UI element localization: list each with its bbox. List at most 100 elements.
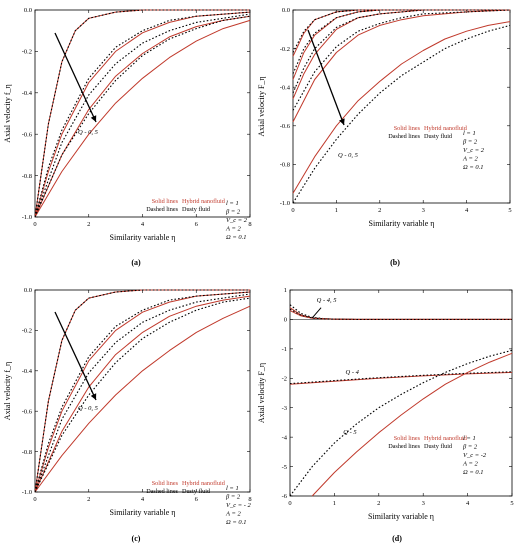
y-tick-label: -1 bbox=[282, 346, 287, 353]
x-tick-label: 2 bbox=[378, 207, 381, 214]
x-tick-label: 0 bbox=[288, 500, 291, 507]
series-line-solid bbox=[292, 9, 510, 99]
series-line-solid bbox=[34, 305, 251, 493]
x-axis-label: Similarity variable η bbox=[368, 512, 434, 521]
legend-dashed-desc: Dusty fluid bbox=[182, 488, 211, 495]
param-label: A = 2 bbox=[225, 226, 241, 233]
legend-solid-label: Solid lines bbox=[394, 435, 421, 442]
x-tick-label: 6 bbox=[195, 496, 199, 503]
param-label: Ω = 0.1 bbox=[226, 234, 246, 241]
param-label: V_c = 2 bbox=[463, 147, 485, 154]
series-line-solid bbox=[34, 11, 251, 218]
param-label: A = 2 bbox=[462, 461, 478, 468]
legend-dashed-label: Dashed lines bbox=[146, 488, 178, 495]
legend-solid-label: Solid lines bbox=[152, 198, 179, 205]
x-tick-label: 2 bbox=[377, 500, 380, 507]
series-line-solid bbox=[289, 371, 513, 385]
y-tick-label: -0.6 bbox=[22, 408, 33, 415]
x-tick-label: 2 bbox=[87, 221, 90, 228]
series-line-dashed bbox=[34, 293, 251, 493]
x-tick-label: 0 bbox=[291, 207, 294, 214]
x-tick-label: 4 bbox=[141, 496, 145, 503]
x-tick-label: 5 bbox=[510, 500, 513, 507]
q-annotation: Q - 0, 5 bbox=[78, 129, 99, 136]
x-tick-label: 0 bbox=[33, 496, 36, 503]
y-tick-label: 0.0 bbox=[24, 7, 32, 14]
panel-label: (d) bbox=[392, 534, 402, 543]
series-line-dashed bbox=[34, 13, 251, 218]
legend-dashed-desc: Dusty fluid bbox=[424, 133, 453, 140]
series-line-dashed bbox=[292, 9, 510, 94]
x-tick-label: 4 bbox=[141, 221, 145, 228]
param-label: l = 1 bbox=[226, 200, 239, 207]
y-tick-label: -5 bbox=[282, 464, 287, 471]
param-label: β = 2 bbox=[462, 139, 478, 146]
plot-frame bbox=[292, 9, 511, 204]
x-tick-label: 0 bbox=[33, 221, 36, 228]
param-label: Ω = 0.1 bbox=[463, 164, 483, 171]
series-line-dashed bbox=[292, 9, 510, 74]
legend-dashed-label: Dashed lines bbox=[146, 206, 178, 213]
plot-frame bbox=[34, 9, 251, 218]
series-line-dashed bbox=[289, 371, 513, 385]
y-tick-label: -0.6 bbox=[22, 131, 33, 138]
param-label: l = 1 bbox=[226, 485, 239, 492]
param-label: V_c = 2 bbox=[226, 217, 248, 224]
legend-solid-desc: Hybrid nanofluid bbox=[424, 435, 468, 442]
legend-solid-label: Solid lines bbox=[394, 125, 421, 132]
series-line-solid bbox=[34, 9, 250, 218]
panel-b: 0 1 2 3 4 5 0.0 -0.2 -0.4 -0.6 -0.8 -1.0 Similarity … bbox=[257, 7, 512, 267]
q-annotation: Q - 5 bbox=[343, 429, 357, 436]
y-tick-label: -0.2 bbox=[22, 49, 32, 56]
panel-label: (b) bbox=[390, 258, 400, 267]
arrow-head bbox=[90, 393, 97, 400]
legend-dashed-desc: Dusty fluid bbox=[424, 443, 453, 450]
series-line-solid bbox=[34, 15, 251, 218]
x-tick-label: 4 bbox=[465, 207, 469, 214]
q-annotation: Q - 0, 5 bbox=[338, 152, 359, 159]
plot-frame bbox=[289, 289, 513, 497]
y-tick-label: -1.0 bbox=[280, 200, 290, 207]
y-axis-label: Axial velocity F_η bbox=[257, 363, 266, 423]
param-label: Ω = 0.1 bbox=[463, 469, 483, 476]
x-tick-label: 5 bbox=[508, 207, 511, 214]
arrow-head bbox=[339, 118, 345, 125]
series-line-dashed bbox=[34, 289, 250, 493]
y-tick-label: 0 bbox=[284, 317, 287, 324]
y-tick-label: -0.4 bbox=[22, 90, 33, 97]
y-tick-label: -6 bbox=[282, 493, 288, 500]
series-line-dashed bbox=[289, 304, 512, 320]
series-line-solid bbox=[289, 307, 512, 320]
series-line-dashed bbox=[292, 24, 511, 204]
x-tick-label: 1 bbox=[333, 500, 336, 507]
y-tick-label: -0.4 bbox=[280, 84, 291, 91]
trend-arrow bbox=[311, 307, 322, 319]
legend-solid-desc: Hybrid nanofluid bbox=[424, 125, 468, 132]
legend-solid-desc: Hybrid nanofluid bbox=[182, 480, 226, 487]
panel-d: 0 1 2 3 4 5 1 0 -1 -2 -3 -4 -5 -6 Similarity variable … bbox=[257, 287, 514, 543]
legend-solid-desc: Hybrid nanofluid bbox=[182, 198, 226, 205]
y-tick-label: -0.8 bbox=[22, 173, 32, 180]
y-tick-label: -0.8 bbox=[22, 449, 32, 456]
y-axis-label: Axial velocity f_η bbox=[3, 362, 12, 420]
series-line-dashed bbox=[289, 308, 512, 320]
x-tick-label: 3 bbox=[422, 500, 425, 507]
plot-frame bbox=[34, 289, 251, 493]
series-line-dashed bbox=[34, 9, 250, 218]
param-label: β = 2 bbox=[225, 209, 241, 216]
x-tick-label: 4 bbox=[466, 500, 470, 507]
legend-solid-label: Solid lines bbox=[152, 480, 179, 487]
series-line-solid bbox=[292, 21, 511, 194]
y-tick-label: -0.8 bbox=[280, 162, 290, 169]
param-label: V_c = -2 bbox=[463, 452, 487, 459]
param-label: β = 2 bbox=[462, 444, 478, 451]
trend-arrow bbox=[54, 32, 97, 123]
panel-label: (c) bbox=[132, 534, 141, 543]
series-line-solid bbox=[292, 9, 510, 80]
panel-a: 0 2 4 6 8 0.0 -0.2 -0.4 -0.6 -0.8 -1.0 Similarity v… bbox=[3, 7, 252, 267]
y-tick-label: -1.0 bbox=[22, 489, 32, 496]
series-line-solid bbox=[34, 19, 251, 218]
param-label: l = 1 bbox=[463, 435, 476, 442]
y-tick-label: -1.0 bbox=[22, 214, 32, 221]
